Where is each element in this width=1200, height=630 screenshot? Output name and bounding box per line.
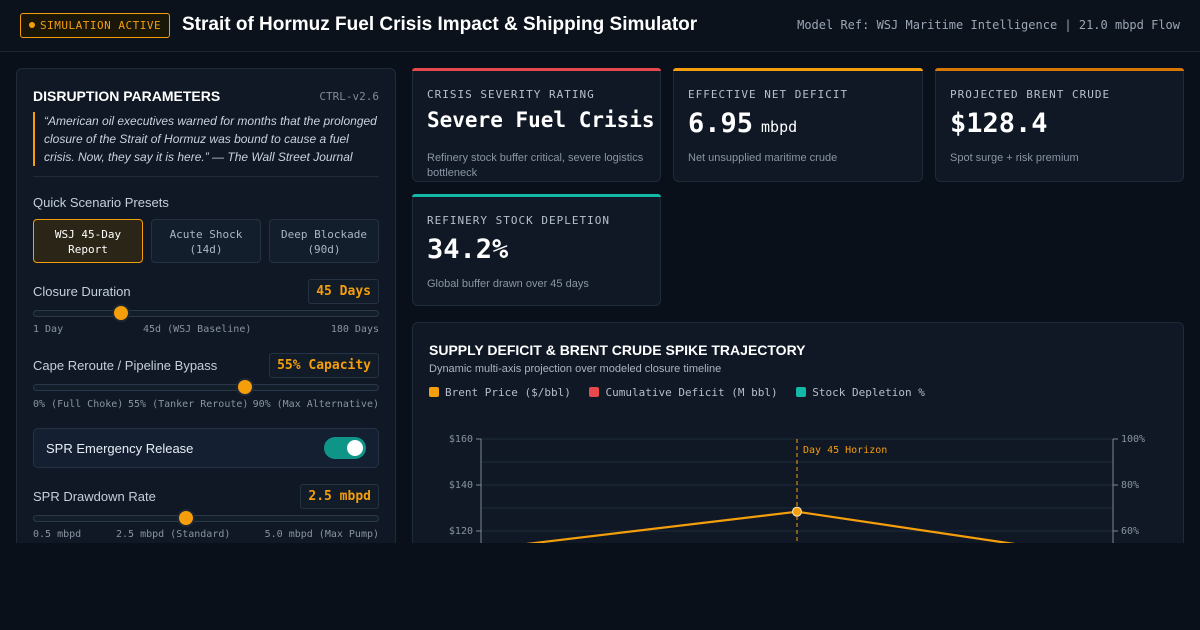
reroute-tick-max: 90% (Max Alternative) [252,399,379,410]
model-reference: Model Ref: WSJ Maritime Intelligence | 2… [797,18,1180,32]
closure-tick-min: 1 Day [33,324,64,335]
preset-wsj-45-day-button[interactable]: WSJ 45-Day Report [33,219,143,263]
preset-line1: Deep Blockade [280,228,368,241]
reroute-label: Cape Reroute / Pipeline Bypass [33,358,218,373]
card-label: REFINERY STOCK DEPLETION [427,214,610,227]
panel-version-code: CTRL-v2.6 [319,90,379,103]
y-left-tick-label: $160 [449,434,473,445]
y-right-tick-label: 60% [1121,526,1139,537]
preset-line2: (90d) [307,243,341,256]
legend-swatch [796,387,807,397]
status-dot-icon [29,22,35,28]
card-value: 6.95 mbpd [688,108,797,139]
page-title: Strait of Hormuz Fuel Crisis Impact & Sh… [182,14,698,35]
card-value: 34.2% [427,234,509,265]
brent-crude-card: PROJECTED BRENT CRUDE $128.4 Spot surge … [935,68,1184,182]
data-point-horizon [792,506,802,517]
preset-line1: Acute Shock [169,228,243,241]
spr-release-row: SPR Emergency Release [33,428,379,468]
spr-rate-tick-mid: 2.5 mbpd (Standard) [116,529,231,540]
card-accent-bar [935,68,1184,71]
preset-line1: WSJ 45-Day [54,228,122,241]
spr-release-toggle[interactable] [324,437,366,459]
chart-legend: Brent Price ($/bbl) Cumulative Deficit (… [429,386,937,399]
divider [33,176,379,177]
card-accent-bar [673,68,923,71]
spr-rate-tick-min: 0.5 mbpd [33,529,82,540]
legend-swatch [429,387,439,397]
y-right-tick-label: 80% [1121,480,1139,491]
spr-release-label: SPR Emergency Release [46,441,194,456]
legend-swatch [589,387,600,397]
card-description: Spot surge + risk premium [950,152,1079,164]
stock-depletion-card: REFINERY STOCK DEPLETION 34.2% Global bu… [412,194,661,306]
closure-duration-thumb[interactable] [111,304,130,322]
card-description: Refinery stock buffer critical, severe l… [427,152,644,179]
card-description: Net unsupplied maritime crude [688,152,838,164]
card-accent-bar [412,68,661,71]
badge-label: SIMULATION ACTIVE [40,19,162,32]
reroute-value: 55% Capacity [269,353,379,378]
legend-label: Brent Price ($/bbl) [445,386,571,399]
disruption-parameters-panel: DISRUPTION PARAMETERS CTRL-v2.6 “America… [16,68,396,588]
legend-label: Stock Depletion % [812,386,925,399]
card-value: $128.4 [950,108,1048,139]
reroute-tick-mid: 55% (Tanker Reroute) [128,399,249,410]
legend-label: Cumulative Deficit (M bbl) [605,386,778,399]
card-value-number: 6.95 [688,108,754,139]
horizon-label: Day 45 Horizon [803,445,887,456]
y-right-tick-label: 100% [1121,434,1145,445]
card-label: CRISIS SEVERITY RATING [427,88,595,101]
card-accent-bar [412,194,661,197]
panel-title: DISRUPTION PARAMETERS [33,88,221,104]
presets-label: Quick Scenario Presets [33,195,169,210]
card-description: Global buffer drawn over 45 days [427,278,589,290]
closure-duration-slider[interactable] [33,304,379,322]
spr-rate-thumb[interactable] [177,509,196,527]
legend-item-deficit[interactable]: Cumulative Deficit (M bbl) [589,386,778,399]
spr-rate-label: SPR Drawdown Rate [33,489,156,504]
chart-title: SUPPLY DEFICIT & BRENT CRUDE SPIKE TRAJE… [429,342,806,358]
wsj-quote: “American oil executives warned for mont… [33,112,380,166]
preset-line2: (14d) [189,243,223,256]
card-value: Severe Fuel Crisis [427,108,655,132]
preset-line2: Report [68,243,108,256]
preset-deep-blockade-button[interactable]: Deep Blockade (90d) [269,219,379,263]
spr-rate-value: 2.5 mbpd [300,484,379,509]
net-deficit-card: EFFECTIVE NET DEFICIT 6.95 mbpd Net unsup… [673,68,923,182]
crisis-severity-card: CRISIS SEVERITY RATING Severe Fuel Crisi… [412,68,661,182]
y-left-tick-label: $120 [449,526,473,537]
y-left-tick-label: $140 [449,480,473,491]
app-header: SIMULATION ACTIVE Strait of Hormuz Fuel … [0,0,1200,52]
closure-duration-value: 45 Days [308,279,379,304]
simulation-status-badge: SIMULATION ACTIVE [20,13,171,38]
closure-duration-label: Closure Duration [33,284,131,299]
legend-item-brent[interactable]: Brent Price ($/bbl) [429,386,571,399]
closure-tick-mid: 45d (WSJ Baseline) [143,324,252,335]
viewport-cutoff [0,543,1200,630]
reroute-tick-min: 0% (Full Choke) [33,399,124,410]
card-value-unit: mbpd [761,118,798,136]
trajectory-chart: $160 $140 $120 100% 80% 60% Day 45 Horizon [449,434,1145,611]
closure-tick-max: 180 Days [330,324,379,335]
spr-rate-tick-max: 5.0 mbpd (Max Pump) [264,529,379,540]
spr-rate-slider[interactable] [33,509,379,527]
card-label: EFFECTIVE NET DEFICIT [688,88,849,101]
reroute-slider[interactable] [33,378,379,396]
reroute-thumb[interactable] [236,378,255,396]
preset-acute-shock-button[interactable]: Acute Shock (14d) [151,219,261,263]
legend-item-depletion[interactable]: Stock Depletion % [796,386,925,399]
chart-subtitle: Dynamic multi-axis projection over model… [429,363,722,375]
card-label: PROJECTED BRENT CRUDE [950,88,1111,101]
toggle-knob [347,440,363,456]
